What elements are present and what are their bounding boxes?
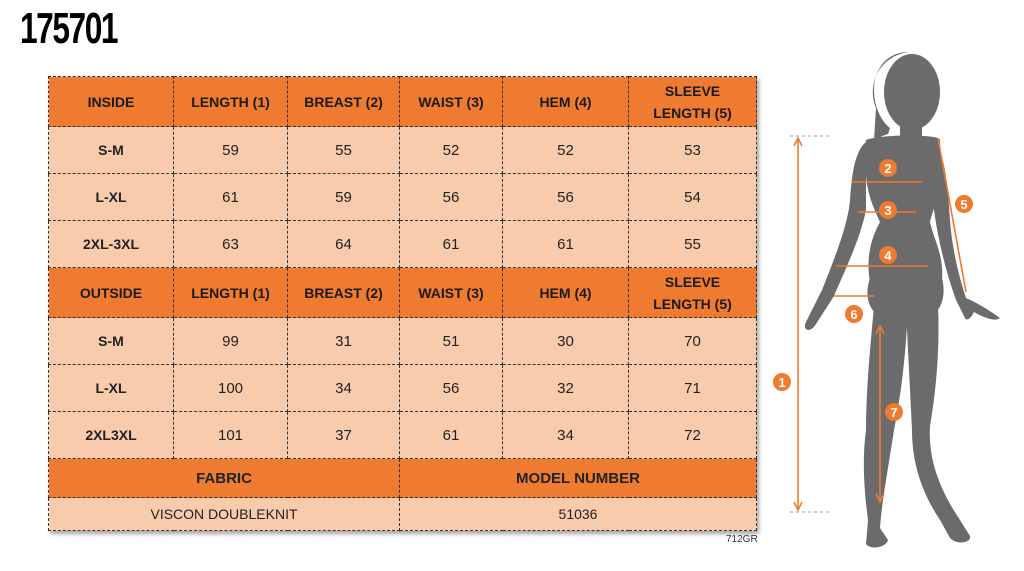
inside-header-cell: BREAST (2) bbox=[287, 76, 400, 127]
size-label: L-XL bbox=[48, 364, 174, 412]
table-cell: 53 bbox=[628, 126, 757, 174]
svg-text:6: 6 bbox=[850, 307, 857, 322]
table-cell: 59 bbox=[287, 173, 400, 221]
table-row: L-XL 100 34 56 32 71 bbox=[48, 364, 757, 412]
marker-2: 2 bbox=[879, 159, 897, 177]
outside-header-row: OUTSIDE LENGTH (1) BREAST (2) WAIST (3) … bbox=[48, 267, 757, 318]
table-cell: 56 bbox=[399, 364, 503, 412]
fabric-header-row: FABRIC MODEL NUMBER bbox=[48, 458, 757, 498]
size-label: 2XL-3XL bbox=[48, 220, 174, 268]
inside-header-row: INSIDE LENGTH (1) BREAST (2) WAIST (3) H… bbox=[48, 76, 757, 127]
table-cell: 70 bbox=[628, 317, 757, 365]
inside-header-cell: HEM (4) bbox=[502, 76, 629, 127]
table-cell: 71 bbox=[628, 364, 757, 412]
table-cell: 31 bbox=[287, 317, 400, 365]
svg-text:7: 7 bbox=[890, 405, 897, 420]
table-cell: 61 bbox=[399, 411, 503, 459]
table-cell: 63 bbox=[173, 220, 288, 268]
inside-header-cell: SLEEVE LENGTH (5) bbox=[628, 76, 757, 127]
table-cell: 64 bbox=[287, 220, 400, 268]
outside-header-cell: SLEEVE LENGTH (5) bbox=[628, 267, 757, 318]
marker-4: 4 bbox=[879, 246, 897, 264]
table-cell: 32 bbox=[502, 364, 629, 412]
fabric-value-row: VISCON DOUBLEKNIT 51036 bbox=[48, 497, 757, 531]
size-label: L-XL bbox=[48, 173, 174, 221]
product-code: 175701 bbox=[20, 4, 119, 53]
outside-header-cell: WAIST (3) bbox=[399, 267, 503, 318]
table-cell: 56 bbox=[502, 173, 629, 221]
svg-text:5: 5 bbox=[960, 197, 967, 212]
table-row: S-M 99 31 51 30 70 bbox=[48, 317, 757, 365]
table-cell: 55 bbox=[287, 126, 400, 174]
model-number-value: 51036 bbox=[399, 497, 757, 531]
table-cell: 51 bbox=[399, 317, 503, 365]
svg-text:1: 1 bbox=[778, 375, 785, 390]
inside-header-cell: INSIDE bbox=[48, 76, 174, 127]
marker-1: 1 bbox=[773, 373, 791, 391]
table-row: 2XL-3XL 63 64 61 61 55 bbox=[48, 220, 757, 268]
inside-header-cell: WAIST (3) bbox=[399, 76, 503, 127]
table-cell: 61 bbox=[399, 220, 503, 268]
table-cell: 34 bbox=[502, 411, 629, 459]
measurement-figure: 1 2 3 4 5 6 7 bbox=[773, 52, 1000, 548]
table-row: L-XL 61 59 56 56 54 bbox=[48, 173, 757, 221]
outside-header-cell: HEM (4) bbox=[502, 267, 629, 318]
table-cell: 52 bbox=[502, 126, 629, 174]
outside-header-cell: LENGTH (1) bbox=[173, 267, 288, 318]
table-cell: 61 bbox=[502, 220, 629, 268]
svg-text:4: 4 bbox=[884, 248, 892, 263]
table-cell: 30 bbox=[502, 317, 629, 365]
size-chart-table: INSIDE LENGTH (1) BREAST (2) WAIST (3) H… bbox=[48, 76, 757, 531]
sleeve-line bbox=[937, 137, 967, 293]
table-cell: 54 bbox=[628, 173, 757, 221]
table-cell: 55 bbox=[628, 220, 757, 268]
table-cell: 72 bbox=[628, 411, 757, 459]
table-row: 2XL3XL 101 37 61 34 72 bbox=[48, 411, 757, 459]
measurement-lines bbox=[790, 135, 967, 513]
size-label: 2XL3XL bbox=[48, 411, 174, 459]
svg-text:3: 3 bbox=[884, 203, 891, 218]
marker-6: 6 bbox=[845, 305, 863, 323]
marker-3: 3 bbox=[879, 201, 897, 219]
footnote-code: 712GR bbox=[726, 534, 758, 545]
outside-header-cell: BREAST (2) bbox=[287, 267, 400, 318]
size-label: S-M bbox=[48, 317, 174, 365]
marker-7: 7 bbox=[885, 403, 903, 421]
table-cell: 37 bbox=[287, 411, 400, 459]
table-cell: 101 bbox=[173, 411, 288, 459]
fabric-label: FABRIC bbox=[48, 458, 400, 498]
table-cell: 34 bbox=[287, 364, 400, 412]
svg-text:2: 2 bbox=[884, 161, 891, 176]
body-silhouette bbox=[804, 52, 1000, 548]
table-cell: 56 bbox=[399, 173, 503, 221]
table-cell: 59 bbox=[173, 126, 288, 174]
table-row: S-M 59 55 52 52 53 bbox=[48, 126, 757, 174]
size-label: S-M bbox=[48, 126, 174, 174]
fabric-value: VISCON DOUBLEKNIT bbox=[48, 497, 400, 531]
table-cell: 52 bbox=[399, 126, 503, 174]
inside-header-cell: LENGTH (1) bbox=[173, 76, 288, 127]
outside-header-cell: OUTSIDE bbox=[48, 267, 174, 318]
marker-5: 5 bbox=[955, 195, 973, 213]
model-number-label: MODEL NUMBER bbox=[399, 458, 757, 498]
table-cell: 61 bbox=[173, 173, 288, 221]
table-cell: 100 bbox=[173, 364, 288, 412]
table-cell: 99 bbox=[173, 317, 288, 365]
